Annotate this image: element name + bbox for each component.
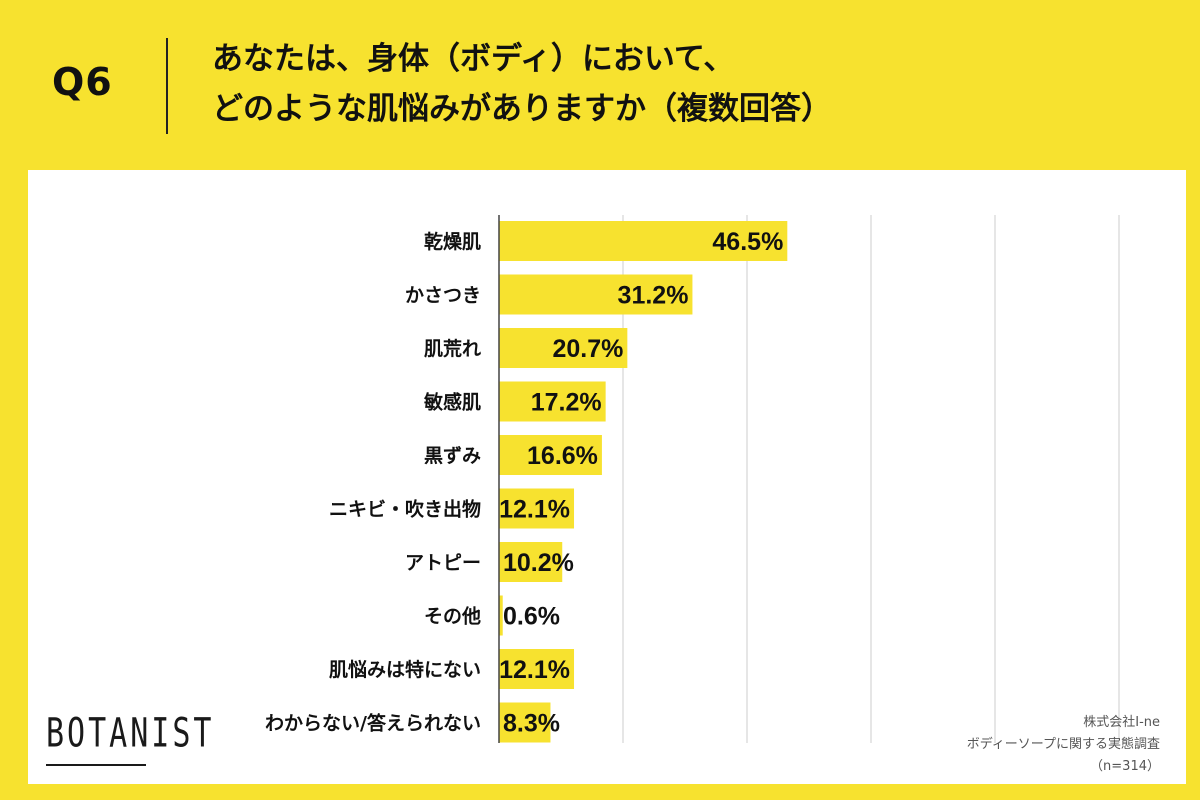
value-label: 20.7% <box>552 335 623 363</box>
category-label: 黒ずみ <box>424 445 481 467</box>
bar <box>499 328 628 368</box>
bar <box>499 542 563 582</box>
category-label: かさつき <box>405 285 481 307</box>
value-label: 0.6% <box>503 603 560 631</box>
source-sample-size: （n=314） <box>1090 759 1160 774</box>
bar <box>499 221 788 261</box>
value-label: 46.5% <box>712 228 783 256</box>
bar <box>499 649 575 689</box>
value-label: 8.3% <box>503 710 560 738</box>
source-note: 株式会社I-ne ボディーソープに関する実態調査 （n=314） <box>967 712 1160 778</box>
value-label: 12.1% <box>499 656 570 684</box>
question-number: Q6 <box>52 60 113 104</box>
bar <box>499 435 602 475</box>
source-survey: ボディーソープに関する実態調査 <box>966 737 1160 752</box>
bar <box>499 381 606 422</box>
question-title-line-2: どのような肌悩みがありますか（複数回答） <box>212 91 832 127</box>
question-title: あなたは、身体（ボディ）において、 どのような肌悩みがありますか（複数回答） <box>212 34 832 134</box>
category-label: 肌荒れ <box>424 337 481 360</box>
value-label: 17.2% <box>531 389 602 417</box>
bar <box>499 595 503 636</box>
bar <box>499 702 551 743</box>
value-label: 12.1% <box>499 496 570 524</box>
value-label: 31.2% <box>618 282 689 310</box>
bar <box>499 274 693 315</box>
category-label: 乾燥肌 <box>424 230 481 253</box>
logo-underline <box>46 764 146 766</box>
question-title-line-1: あなたは、身体（ボディ）において、 <box>212 41 735 77</box>
category-label: アトピー <box>405 552 481 574</box>
value-label: 10.2% <box>503 549 574 577</box>
value-label: 16.6% <box>527 442 598 470</box>
source-company: 株式会社I-ne <box>1083 715 1160 730</box>
chart-panel: 乾燥肌 46.5% かさつき 31.2% 肌荒れ 20.7% 敏感肌 17.2% 黒ずみ 16.6… <box>28 170 1186 784</box>
bar-chart: 乾燥肌 46.5% かさつき 31.2% 肌荒れ 20.7% 敏感肌 17.2% 黒ずみ 16.6… <box>265 215 1120 743</box>
category-label: ニキビ・吹き出物 <box>329 498 481 521</box>
botanist-logo: BOTANIST <box>46 710 215 758</box>
category-label: 肌悩みは特にない <box>329 658 481 681</box>
bar <box>499 488 575 529</box>
category-label: わからない/答えられない <box>265 712 481 735</box>
category-label: その他 <box>424 605 481 628</box>
header-divider <box>166 38 168 134</box>
category-label: 敏感肌 <box>423 391 481 414</box>
